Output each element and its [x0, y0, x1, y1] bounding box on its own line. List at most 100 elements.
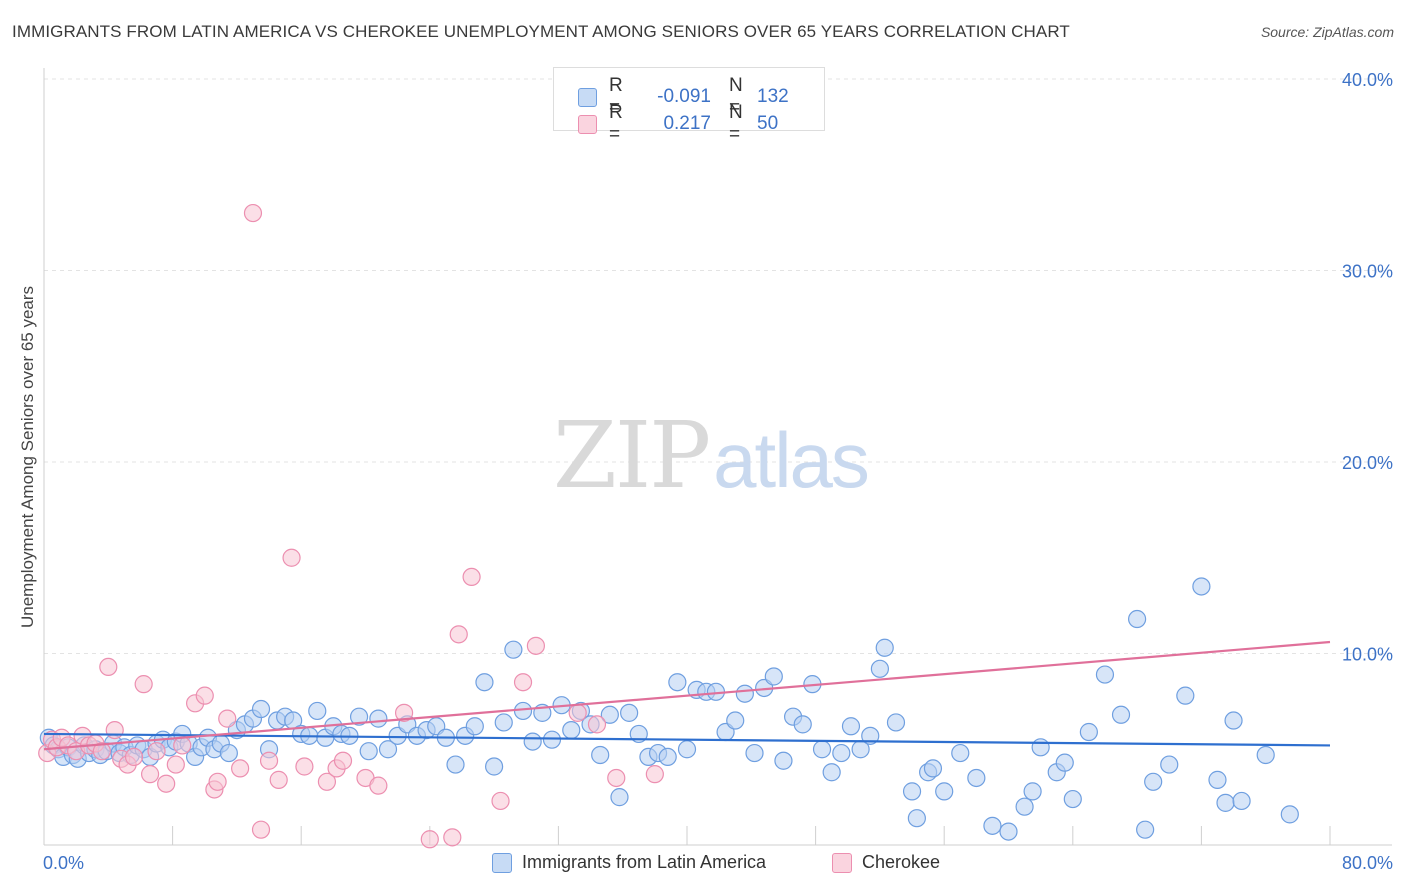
latin-america-point [951, 743, 970, 763]
r-value: -0.091 [657, 86, 711, 107]
stats-row-latin-america: R = -0.091 N = 132 [578, 75, 789, 119]
latin-america-point [504, 640, 523, 659]
legend-swatch-latin-america [492, 852, 512, 873]
latin-america-point [494, 713, 513, 732]
latin-america-point [600, 705, 619, 724]
cherokee-point [134, 675, 153, 694]
cherokee-point [243, 203, 263, 223]
tick-labels: 10.0% 20.0% 30.0% 40.0% 0.0% 80.0% Unemploymen… [18, 70, 1393, 873]
cherokee-point [394, 703, 414, 722]
latin-america-point [793, 715, 812, 734]
latin-america-point [1280, 805, 1299, 824]
y-axis-label: Unemployment Among Seniors over 65 years [18, 286, 37, 628]
legend-item-latin-america: Immigrants from Latin America [492, 852, 766, 873]
latin-america-point [923, 759, 943, 778]
latin-america-point [1063, 789, 1082, 809]
cherokee-point [607, 768, 626, 788]
latin-america-point [735, 684, 754, 703]
latin-america-point [610, 788, 629, 807]
latin-america-point [999, 822, 1018, 841]
latin-america-point [219, 743, 238, 763]
watermark: ZIPatlas [553, 402, 870, 509]
latin-america-point [1256, 745, 1275, 765]
stats-row-cherokee: R = 0.217 N = 50 [578, 102, 778, 146]
latin-america-point [465, 717, 484, 736]
latin-america-point [1176, 686, 1195, 705]
latin-america-point [591, 745, 610, 765]
cherokee-point [99, 657, 118, 677]
cherokee-point [513, 673, 533, 692]
legend-label: Immigrants from Latin America [522, 852, 767, 872]
y-tick-label: 30.0% [1342, 262, 1393, 282]
latin-america-point [1192, 577, 1211, 596]
cherokee-point [173, 736, 192, 755]
latin-america-point [1079, 722, 1098, 742]
cherokee-point [568, 703, 587, 722]
latin-america-point [967, 768, 986, 788]
latin-america-point [542, 730, 562, 749]
latin-america-point [523, 732, 542, 751]
latin-america-point [812, 740, 832, 759]
n-value: 50 [757, 113, 779, 134]
n-value: 132 [757, 86, 789, 107]
chart-title: IMMIGRANTS FROM LATIN AMERICA VS CHEROKE… [12, 22, 1070, 41]
cherokee-point [231, 759, 250, 778]
x-tick-label: 0.0% [43, 853, 84, 873]
cherokee-point [140, 765, 160, 784]
cherokee-point [166, 755, 185, 774]
cherokee-point [645, 765, 664, 784]
cherokee-point [105, 720, 124, 740]
latin-america-point [1127, 609, 1147, 629]
cherokee-point [295, 757, 314, 776]
latin-america-point [668, 673, 687, 692]
y-tick-label: 40.0% [1342, 70, 1393, 90]
latin-america-point [475, 673, 494, 692]
latin-america-point [1095, 665, 1115, 684]
latin-america-point [1144, 772, 1163, 791]
cherokee-point [317, 772, 337, 791]
grid-lines [44, 78, 1392, 654]
latin-america-point [764, 667, 783, 686]
r-label: R = [609, 75, 623, 118]
n-label: N = [729, 102, 743, 145]
latin-america-point [446, 755, 465, 774]
cherokee-point [269, 770, 288, 789]
n-label: N = [729, 75, 743, 118]
cherokee-point [259, 751, 279, 770]
latin-america-point [841, 717, 861, 736]
latin-america-point [378, 740, 398, 759]
axes [43, 68, 1392, 846]
latin-america-point [1023, 782, 1042, 801]
latin-america-point [745, 743, 764, 763]
source-label: Source: ZipAtlas.com [1260, 24, 1394, 40]
data-points [38, 203, 1299, 849]
cherokee-point [420, 830, 439, 849]
latin-america-point [1216, 793, 1235, 812]
latin-america-point [1015, 797, 1034, 816]
x-tick-label: 80.0% [1342, 853, 1393, 873]
latin-america-point [1208, 770, 1227, 789]
latin-america-point [513, 701, 533, 721]
stats-swatch-cherokee [578, 114, 597, 134]
cherokee-point [251, 820, 271, 839]
latin-america-point [1111, 705, 1131, 724]
cherokee-point [333, 751, 353, 770]
latin-america-point [620, 703, 639, 722]
y-tick-label: 10.0% [1342, 645, 1393, 665]
latin-america-point [886, 713, 906, 732]
cherokee-point [587, 715, 607, 734]
latin-america-point [562, 720, 581, 740]
r-label: R = [609, 102, 623, 145]
latin-america-point [369, 709, 388, 728]
latin-america-point [485, 757, 504, 776]
stats-swatch-latin-america [578, 87, 597, 107]
latin-america-point [983, 816, 1002, 835]
cherokee-point [208, 772, 227, 791]
trend-lines [43, 640, 1331, 751]
latin-america-point [1136, 820, 1155, 839]
legend-swatch-cherokee [832, 852, 852, 873]
r-value: 0.217 [663, 113, 711, 134]
cherokee-point [462, 567, 481, 587]
latin-america-point [359, 742, 378, 761]
latin-america-point [832, 743, 851, 763]
